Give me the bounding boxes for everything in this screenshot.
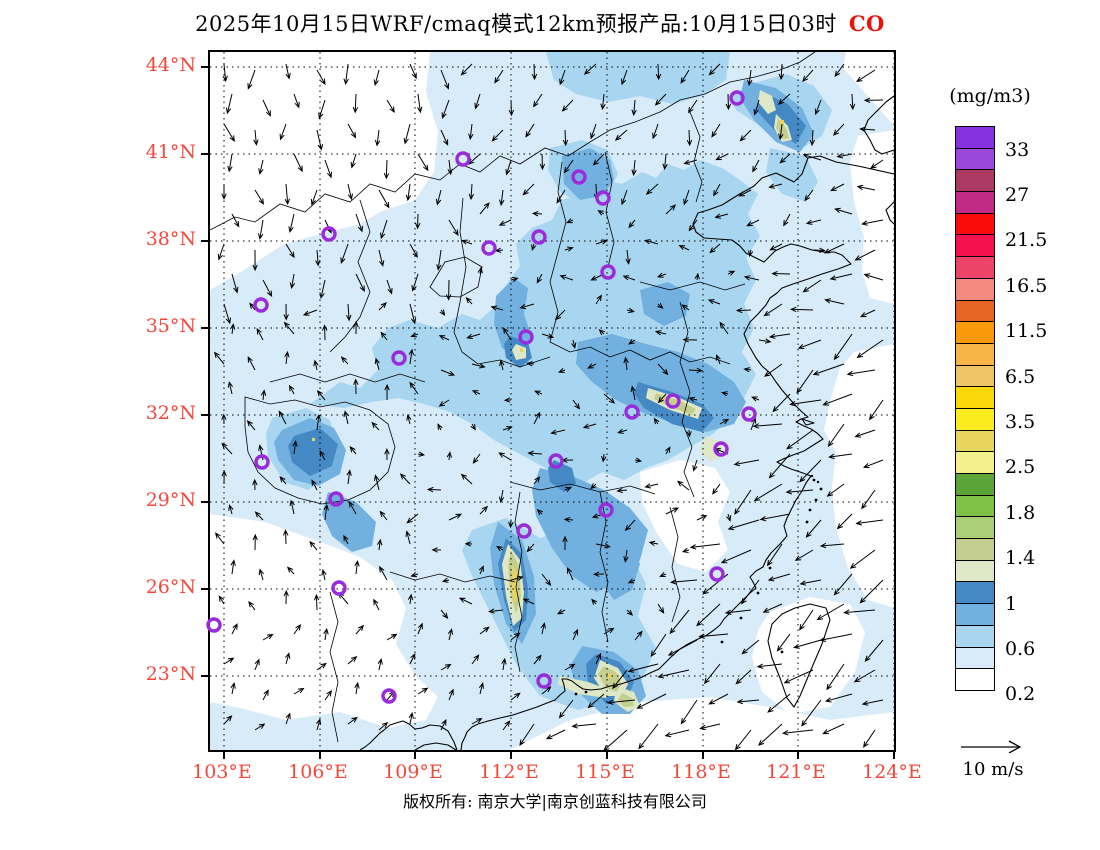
city-marker bbox=[548, 453, 564, 469]
colorbar-segment bbox=[955, 473, 995, 496]
city-marker bbox=[729, 90, 745, 106]
colorbar-tick-label: 1.4 bbox=[1005, 547, 1036, 570]
wind-vector-arrows bbox=[213, 63, 884, 752]
city-marker bbox=[595, 190, 611, 206]
wind-speed-legend: 10 m/s bbox=[948, 737, 1038, 780]
lon-label: 118°E bbox=[671, 761, 731, 783]
city-marker bbox=[254, 454, 270, 470]
city-marker bbox=[481, 240, 497, 256]
colorbar-tick-label: 0.2 bbox=[1005, 683, 1036, 706]
colorbar-segment bbox=[955, 581, 995, 605]
city-marker bbox=[665, 393, 681, 409]
colorbar-segment bbox=[955, 212, 995, 236]
city-marker bbox=[713, 441, 729, 457]
wind-legend-label: 10 m/s bbox=[962, 759, 1024, 780]
colorbar-tick-label: 21.5 bbox=[1005, 229, 1048, 252]
axis-tick-marks bbox=[201, 66, 895, 759]
colorbar-segment bbox=[955, 342, 995, 366]
colorbar-segment bbox=[955, 538, 995, 561]
city-marker bbox=[455, 151, 471, 167]
species-label: CO bbox=[848, 11, 885, 36]
city-marker bbox=[391, 350, 407, 366]
lat-label: 38°N bbox=[145, 228, 196, 250]
city-marker bbox=[381, 688, 397, 704]
colorbar: 33 27 21.5 16.5 11.5 6.5 3.5 2.5 1.8 1.4 1 0.6 0.2 bbox=[955, 126, 1047, 705]
colorbar-tick-label: 6.5 bbox=[1005, 365, 1036, 388]
small-islands bbox=[574, 474, 823, 696]
lat-label: 44°N bbox=[145, 54, 196, 76]
colorbar-segment bbox=[955, 191, 995, 214]
graticule-gridlines bbox=[210, 52, 895, 750]
city-marker bbox=[624, 404, 640, 420]
colorbar-segment bbox=[955, 603, 995, 626]
lat-label: 26°N bbox=[145, 576, 196, 598]
map-frame bbox=[201, 50, 896, 759]
lon-label: 121°E bbox=[766, 761, 826, 783]
colorbar-tick-label: 0.6 bbox=[1005, 637, 1036, 660]
city-marker bbox=[598, 502, 614, 518]
colorbar-tick-label: 27 bbox=[1005, 184, 1030, 207]
colorbar-segment bbox=[955, 147, 995, 171]
lat-label: 32°N bbox=[145, 402, 196, 424]
city-marker bbox=[709, 566, 725, 582]
lon-label: 115°E bbox=[575, 761, 635, 783]
colorbar-tick-label: 1 bbox=[1005, 592, 1018, 615]
colorbar-segment bbox=[955, 494, 995, 518]
colorbar-segment bbox=[955, 646, 995, 670]
lon-label: 103°E bbox=[192, 761, 252, 783]
city-marker bbox=[206, 617, 222, 633]
colorbar-segment bbox=[955, 234, 995, 258]
colorbar-tick-label: 1.8 bbox=[1005, 501, 1036, 524]
city-marker bbox=[536, 673, 552, 689]
colorbar-segment bbox=[955, 256, 995, 279]
colorbar-tick-label: 11.5 bbox=[1005, 320, 1048, 343]
colorbar-segment bbox=[955, 299, 995, 323]
city-marker bbox=[571, 169, 587, 185]
colorbar-segment bbox=[955, 126, 995, 149]
lat-label: 23°N bbox=[145, 663, 196, 685]
city-marker bbox=[518, 329, 534, 345]
forecast-map bbox=[201, 51, 895, 759]
colorbar-tick-label: 16.5 bbox=[1005, 274, 1048, 297]
page-title: 2025年10月15日WRF/cmaq模式12km预报产品:10月15日03时 C… bbox=[20, 8, 1060, 38]
colorbar-tick-label: 33 bbox=[1005, 138, 1030, 161]
city-marker bbox=[328, 491, 344, 507]
colorbar-segment bbox=[955, 321, 995, 344]
city-marker bbox=[741, 406, 757, 422]
lon-label: 109°E bbox=[383, 761, 443, 783]
lon-label: 124°E bbox=[862, 761, 922, 783]
colorbar-segment bbox=[955, 516, 995, 540]
city-marker bbox=[253, 297, 269, 313]
colorbar-segment bbox=[955, 407, 995, 431]
colorbar-tick-label: 2.5 bbox=[1005, 456, 1036, 479]
city-marker bbox=[331, 580, 347, 596]
lon-label: 112°E bbox=[479, 761, 539, 783]
wind-reference-arrow-icon bbox=[961, 740, 1022, 754]
colorbar-segment bbox=[955, 277, 995, 301]
city-marker bbox=[321, 226, 337, 242]
colorbar-segment bbox=[955, 451, 995, 474]
city-marker bbox=[531, 229, 547, 245]
city-marker bbox=[516, 523, 532, 539]
colorbar-segment bbox=[955, 559, 995, 583]
province-borders bbox=[209, 51, 816, 743]
colorbar-segment bbox=[955, 668, 995, 691]
lat-label: 41°N bbox=[145, 141, 196, 163]
copyright-text: 版权所有: 南京大学|南京创蓝科技有限公司 bbox=[403, 792, 707, 811]
colorbar-tick-label: 3.5 bbox=[1005, 411, 1036, 433]
lon-label: 106°E bbox=[288, 761, 348, 783]
city-markers bbox=[206, 90, 757, 704]
colorbar-segment bbox=[955, 364, 995, 388]
lat-label: 29°N bbox=[145, 489, 196, 511]
colorbar-segment bbox=[955, 429, 995, 453]
lat-label: 35°N bbox=[145, 315, 196, 337]
title-text: 2025年10月15日WRF/cmaq模式12km预报产品:10月15日03时 bbox=[195, 12, 837, 36]
city-marker bbox=[600, 264, 616, 280]
colorbar-units: (mg/m3) bbox=[949, 85, 1031, 107]
colorbar-segment bbox=[955, 169, 995, 193]
colorbar-segment bbox=[955, 386, 995, 409]
colorbar-segment bbox=[955, 624, 995, 648]
